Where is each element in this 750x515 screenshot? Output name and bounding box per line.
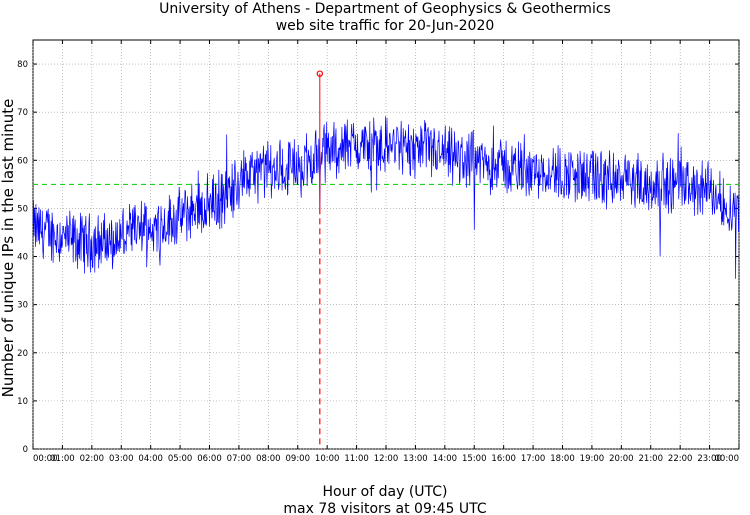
x-tick-label: 16:00 (491, 454, 516, 464)
chart-title: University of Athens - Department of Geo… (159, 1, 611, 17)
x-tick-label: 07:00 (227, 454, 252, 464)
x-tick-label: 10:00 (315, 454, 340, 464)
y-tick-label: 60 (17, 156, 28, 166)
y-tick-label: 10 (17, 397, 28, 407)
x-tick-label: 19:00 (580, 454, 605, 464)
x-tick-label: 15:00 (462, 454, 487, 464)
y-tick-label: 70 (17, 108, 28, 118)
y-tick-label: 50 (17, 204, 28, 214)
x-tick-label: 17:00 (521, 454, 546, 464)
y-tick-label: 80 (17, 60, 28, 70)
chart-subtitle: web site traffic for 20-Jun-2020 (276, 18, 495, 34)
x-tick-label: 23:00 (697, 454, 722, 464)
max-marker (316, 70, 324, 77)
x-tick-label: 04:00 (138, 454, 163, 464)
x-axis-label: Hour of day (UTC) (323, 484, 448, 500)
x-tick-label: 14:00 (433, 454, 458, 464)
x-tick-label: 05:00 (168, 454, 193, 464)
y-axis-label: Number of unique IPs in the last minute (0, 99, 17, 398)
x-tick-label: 22:00 (668, 454, 693, 464)
x-tick-label: 08:00 (256, 454, 281, 464)
y-tick-label: 40 (17, 253, 28, 263)
x-tick-label: 11:00 (344, 454, 369, 464)
x-tick-label: 09:00 (286, 454, 311, 464)
x-tick-label: 21:00 (639, 454, 664, 464)
x-tick-label: 01:00 (50, 454, 75, 464)
x-tick-label: 00:00 (33, 454, 58, 464)
max-visitors-note: max 78 visitors at 09:45 UTC (283, 501, 486, 515)
x-tick-label: 20:00 (609, 454, 634, 464)
x-tick-label: 13:00 (403, 454, 428, 464)
x-tick-label: 03:00 (109, 454, 134, 464)
x-tick-label: 18:00 (550, 454, 575, 464)
y-tick-label: 30 (17, 301, 28, 311)
y-tick-label: 20 (17, 349, 28, 359)
x-tick-label: 00:00 (715, 454, 740, 464)
x-tick-label: 02:00 (80, 454, 105, 464)
x-tick-label: 12:00 (374, 454, 399, 464)
x-tick-label: 06:00 (197, 454, 222, 464)
traffic-series-line (32, 116, 740, 279)
y-tick-label: 0 (23, 445, 28, 455)
